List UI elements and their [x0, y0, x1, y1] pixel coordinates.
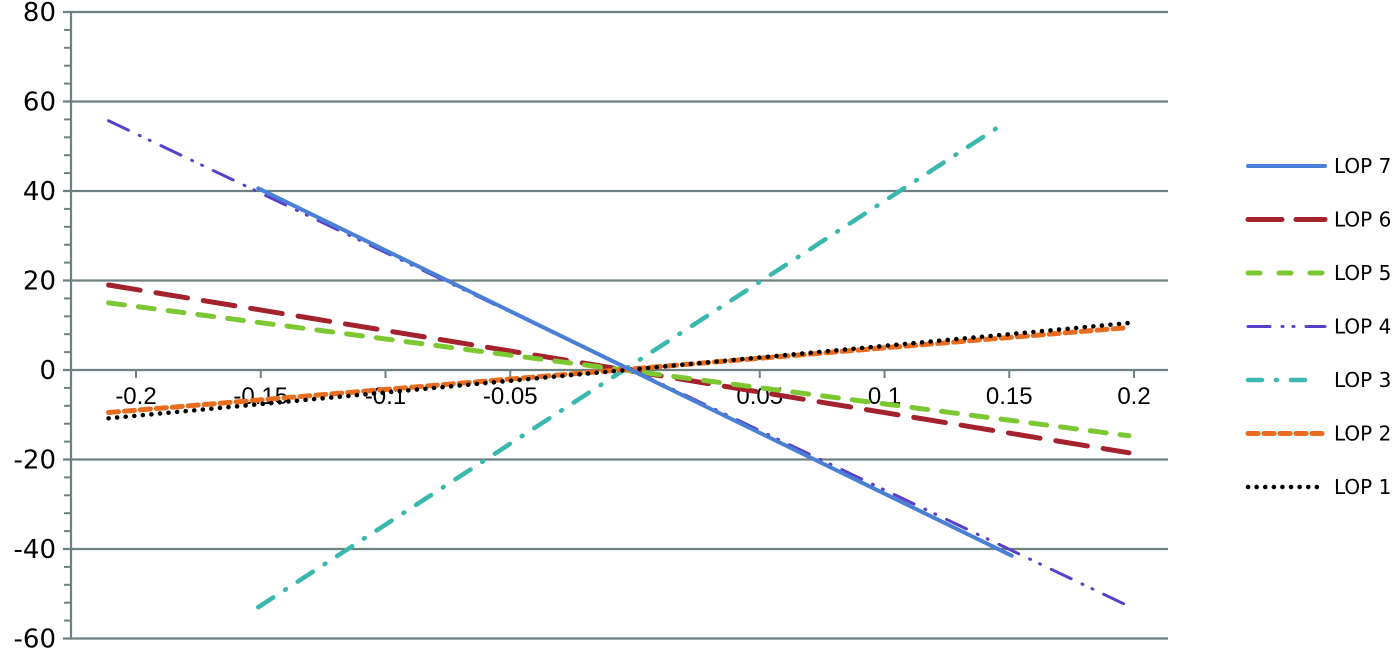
x-tick-label: 0.15: [986, 383, 1033, 410]
series-lop-3: [256, 119, 1010, 610]
x-tick-label: -0.05: [483, 383, 538, 410]
y-axis: 80 60 40 20 0 -20 -40 -60: [14, 0, 73, 653]
legend-item: LOP 4: [1246, 315, 1391, 339]
legend-label: LOP 1: [1334, 475, 1391, 499]
legend-label: LOP 2: [1334, 422, 1391, 446]
y-tick-label: -40: [14, 535, 56, 565]
series-lop-1: [106, 320, 1132, 421]
legend-item: LOP 1: [1245, 475, 1391, 499]
x-tick-label: 0.2: [1117, 383, 1150, 410]
legend-item: LOP 6: [1245, 208, 1391, 232]
series-lop-7: [256, 186, 1014, 558]
legend-label: LOP 5: [1334, 261, 1391, 285]
legend: LOP 7 LOP 6 LOP 5 LOP 4 LOP 3 LOP 2 LOP 1: [1245, 154, 1391, 499]
series-lop-2: [106, 324, 1132, 416]
y-tick-label: -60: [14, 625, 56, 653]
y-tick-label: 0: [39, 356, 56, 386]
series-lop-4: [107, 119, 1131, 608]
y-tick-label: 80: [23, 0, 56, 28]
plot-series: [106, 119, 1132, 610]
legend-label: LOP 4: [1334, 315, 1391, 339]
legend-label: LOP 6: [1334, 208, 1391, 232]
legend-item: LOP 5: [1245, 261, 1391, 285]
x-tick-label: -0.15: [233, 383, 288, 410]
legend-label: LOP 7: [1334, 154, 1391, 178]
y-tick-label: 40: [23, 177, 56, 207]
legend-label: LOP 3: [1334, 368, 1391, 392]
y-tick-label: 60: [23, 88, 56, 118]
x-tick-label: -0.2: [115, 383, 156, 410]
legend-item: LOP 7: [1246, 154, 1391, 178]
series-lop-6: [106, 282, 1132, 456]
y-tick-label: -20: [14, 446, 56, 476]
y-tick-label: 20: [23, 267, 56, 297]
legend-item: LOP 3: [1245, 368, 1391, 392]
legend-item: LOP 2: [1245, 422, 1391, 446]
